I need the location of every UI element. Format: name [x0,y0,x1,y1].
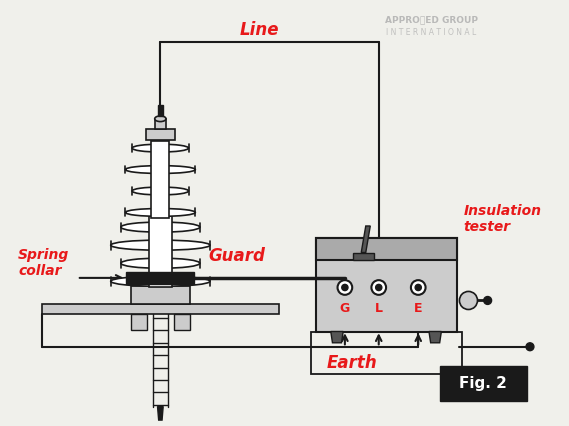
Bar [440,366,527,401]
Bar [155,119,166,129]
Text: Earth: Earth [327,354,378,371]
Circle shape [484,296,492,305]
Bar [42,304,279,314]
Text: APPROⓘED GROUP: APPROⓘED GROUP [385,15,478,24]
Ellipse shape [125,166,195,173]
Text: Fig. 2: Fig. 2 [460,376,508,391]
Bar [146,129,175,140]
Circle shape [526,343,534,351]
Ellipse shape [121,222,200,232]
Polygon shape [331,331,343,343]
Ellipse shape [121,258,200,268]
Text: I N T E R N A T I O N A L: I N T E R N A T I O N A L [386,28,476,37]
Circle shape [337,280,352,295]
Bar [316,239,456,331]
Text: E: E [414,302,423,315]
Bar [311,331,462,374]
Circle shape [376,285,382,291]
Bar [131,314,147,331]
Bar [149,216,172,287]
Bar [316,239,456,260]
Circle shape [411,280,426,295]
Bar [158,105,163,116]
Ellipse shape [132,187,188,195]
Bar [126,272,194,284]
Ellipse shape [111,276,210,286]
Ellipse shape [125,208,195,216]
Circle shape [372,280,386,295]
Text: Guard: Guard [208,248,265,265]
Text: Line: Line [240,21,279,39]
Bar [353,253,374,260]
Bar [151,141,170,218]
Bar [174,314,189,331]
Text: G: G [340,302,350,315]
Polygon shape [158,406,163,420]
Circle shape [342,285,348,291]
Ellipse shape [132,144,188,152]
Circle shape [415,285,421,291]
Circle shape [459,291,477,310]
Ellipse shape [111,240,210,250]
Text: Insulation
tester: Insulation tester [463,204,541,234]
Text: L: L [375,302,383,315]
Polygon shape [361,226,370,253]
Bar [131,286,189,304]
Polygon shape [429,331,442,343]
Text: Spring
collar: Spring collar [18,248,69,278]
Ellipse shape [155,116,166,121]
